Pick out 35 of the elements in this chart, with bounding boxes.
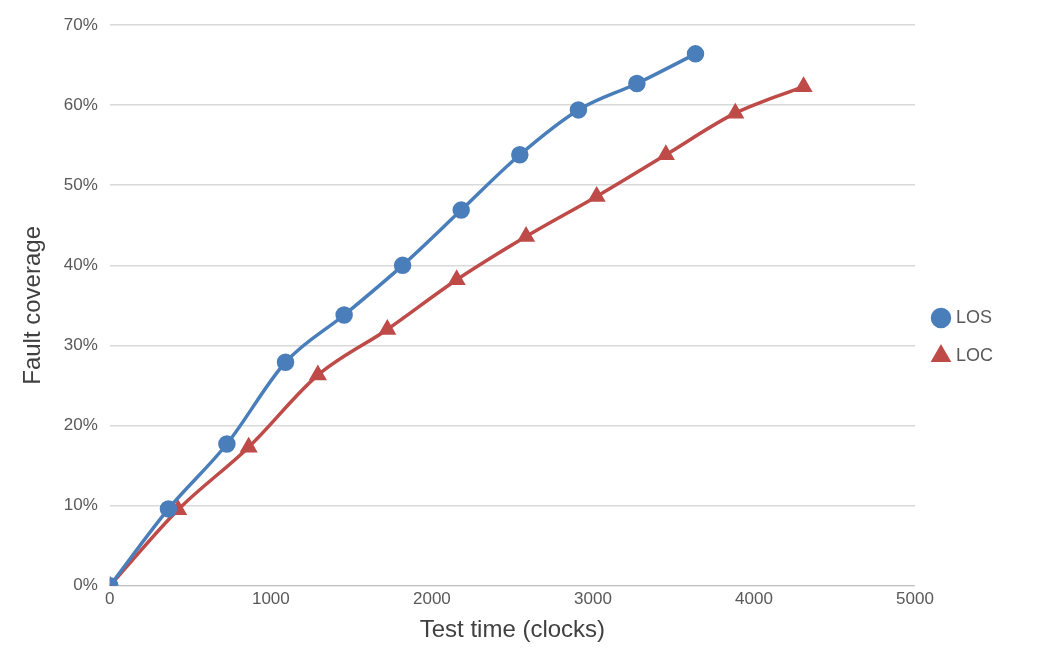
point	[448, 271, 465, 286]
point	[379, 320, 396, 335]
x-axis-title: Test time (clocks)	[419, 615, 606, 643]
x-tick-label: 1000	[251, 588, 290, 608]
legend-label: LOC	[955, 344, 993, 365]
point	[393, 256, 412, 275]
y-tick-label: 40%	[63, 255, 98, 275]
point	[218, 435, 236, 453]
point	[310, 366, 326, 381]
point	[518, 227, 534, 242]
point	[452, 201, 470, 219]
x-tick-label: 0	[105, 588, 115, 608]
point	[511, 146, 529, 164]
point	[335, 306, 353, 324]
point	[686, 45, 705, 63]
point	[276, 353, 295, 372]
y-tick-label: 70%	[63, 14, 98, 34]
point	[658, 146, 674, 161]
x-tick-label: 3000	[574, 588, 612, 608]
point	[727, 104, 744, 119]
point	[588, 187, 605, 202]
point	[569, 101, 588, 119]
x-tick-label: 4000	[735, 588, 773, 608]
legend-label: LOS	[955, 306, 993, 327]
x-tick-label: 2000	[412, 588, 451, 608]
point	[240, 438, 257, 453]
y-tick-label: 20%	[63, 415, 98, 435]
y-axis-title: Fault coverage	[18, 226, 46, 385]
x-tick-label: 5000	[896, 588, 934, 608]
y-tick-label: 0%	[73, 575, 98, 595]
point	[628, 74, 646, 93]
y-tick-label: 60%	[63, 94, 98, 114]
y-tick-label: 10%	[63, 495, 98, 515]
y-tick-label: 30%	[63, 335, 98, 355]
y-tick-label: 50%	[63, 174, 98, 194]
